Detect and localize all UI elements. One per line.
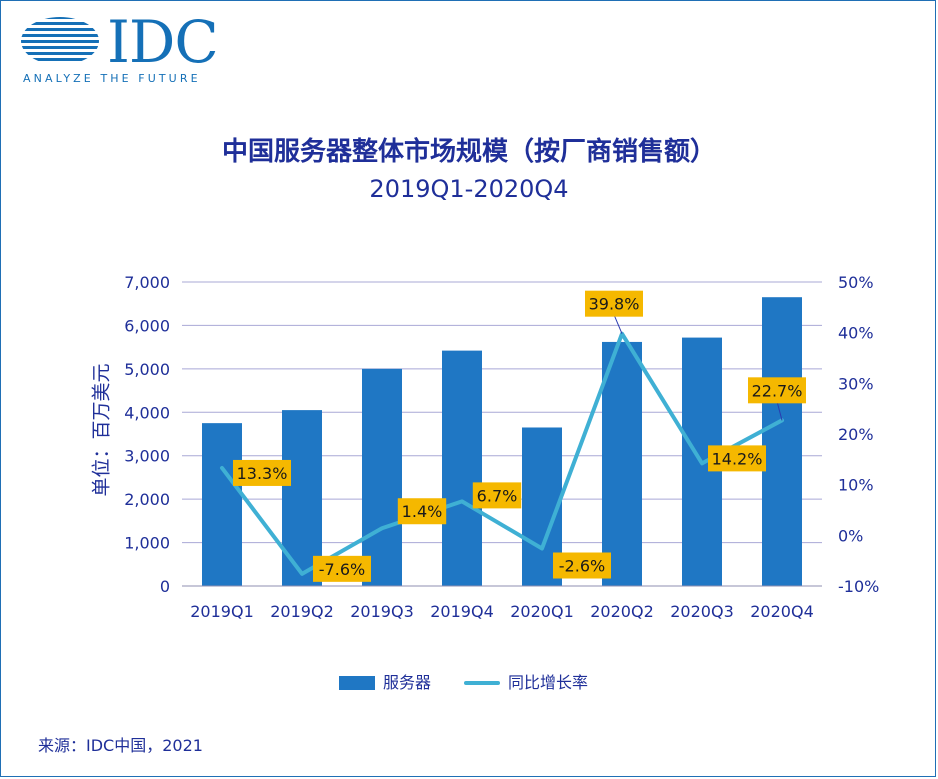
- x-tick-label: 2019Q2: [270, 602, 334, 621]
- x-tick-label: 2019Q3: [350, 602, 414, 621]
- data-label-box: [313, 555, 371, 582]
- data-label-box: [585, 290, 643, 317]
- bar: [442, 350, 482, 586]
- x-tick-label: 2020Q2: [590, 602, 654, 621]
- x-tick-label: 2020Q1: [510, 602, 574, 621]
- data-label: 14.2%: [712, 449, 763, 468]
- source-note: 来源：IDC中国，2021: [38, 736, 203, 755]
- legend-bar-swatch: [339, 676, 375, 690]
- bar: [202, 423, 242, 586]
- y-left-tick-label: 0: [160, 577, 170, 596]
- logo-tagline: ANALYZE THE FUTURE: [23, 72, 201, 85]
- x-tick-label: 2019Q1: [190, 602, 254, 621]
- data-label: 6.7%: [477, 486, 518, 505]
- bar: [362, 368, 402, 586]
- legend-label-bar: 服务器: [383, 673, 432, 692]
- y-left-tick-label: 7,000: [124, 273, 170, 292]
- chart-subtitle: 2019Q1-2020Q4: [369, 175, 569, 203]
- data-label: 22.7%: [752, 381, 803, 400]
- data-label-box: [472, 482, 522, 509]
- y-right-tick-label: 0%: [838, 526, 863, 545]
- y-right-tick-label: 20%: [838, 425, 874, 444]
- data-label-box: [553, 552, 611, 579]
- data-label: -7.6%: [319, 560, 365, 579]
- data-label-box: [708, 445, 766, 472]
- data-label: 1.4%: [402, 502, 443, 521]
- chart-title: 中国服务器整体市场规模（按厂商销售额）: [221, 137, 716, 167]
- data-label: 13.3%: [237, 464, 288, 483]
- y-left-tick-label: 5,000: [124, 360, 170, 379]
- y-right-tick-label: 30%: [838, 374, 874, 393]
- bar: [602, 341, 642, 586]
- y-left-tick-label: 3,000: [124, 447, 170, 466]
- y-left-tick-label: 2,000: [124, 490, 170, 509]
- idc-globe-logo-icon: [21, 17, 99, 61]
- y-right-tick-label: -10%: [838, 577, 879, 596]
- y-right-tick-label: 10%: [838, 476, 874, 495]
- y-left-tick-label: 6,000: [124, 316, 170, 335]
- y-right-tick-label: 50%: [838, 273, 874, 292]
- logo-text: IDC: [107, 8, 219, 76]
- y-right-tick-label: 40%: [838, 324, 874, 343]
- data-label-box: [748, 377, 806, 404]
- data-label-box: [233, 459, 291, 486]
- y-left-tick-label: 1,000: [124, 534, 170, 553]
- x-tick-label: 2019Q4: [430, 602, 494, 621]
- data-label: -2.6%: [559, 557, 605, 576]
- label-leader-line: [613, 314, 623, 334]
- y-left-tick-label: 4,000: [124, 403, 170, 422]
- legend-label-line: 同比增长率: [508, 673, 589, 692]
- label-leader-line: [776, 401, 783, 421]
- data-label-box: [397, 498, 447, 525]
- x-tick-label: 2020Q4: [750, 602, 814, 621]
- data-label: 39.8%: [589, 295, 640, 314]
- x-tick-label: 2020Q3: [670, 602, 734, 621]
- legend-line-swatch: [464, 681, 500, 685]
- bar: [762, 297, 802, 586]
